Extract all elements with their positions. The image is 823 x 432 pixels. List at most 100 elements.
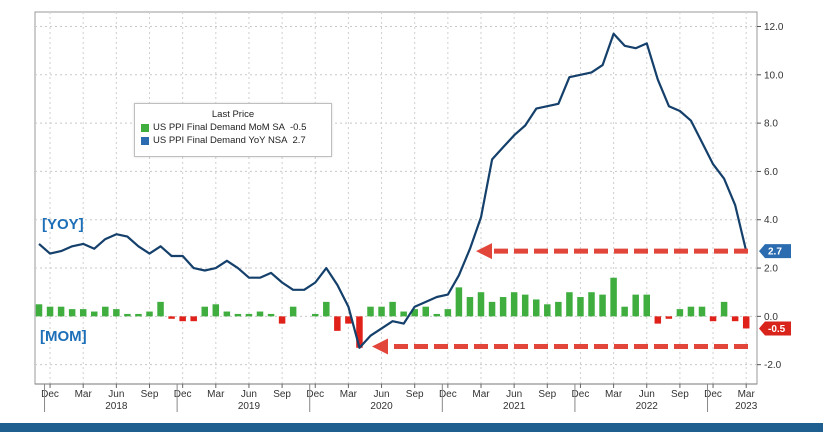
plot-area xyxy=(34,11,758,385)
x-tick-label: Mar xyxy=(738,389,756,400)
yoy-last-badge-bg xyxy=(759,244,791,259)
mom-bar xyxy=(367,306,374,317)
legend-swatch-mom xyxy=(141,123,149,132)
y-tick-label: 2.0 xyxy=(764,264,778,275)
x-tick-label: Mar xyxy=(472,389,490,400)
mom-bar xyxy=(654,316,662,324)
yoy-arrow-head xyxy=(476,243,492,260)
year-label: 2019 xyxy=(238,401,261,412)
legend-swatch-yoy xyxy=(141,136,149,145)
mom-bar xyxy=(621,306,628,317)
mom-bar xyxy=(356,316,363,348)
mom-bar xyxy=(323,301,330,317)
x-tick-label: Dec xyxy=(174,389,192,400)
x-tick-label: Mar xyxy=(75,389,93,400)
mom-bar xyxy=(533,299,540,317)
mom-bar xyxy=(312,313,319,317)
x-tick-label: Dec xyxy=(439,389,457,400)
legend-item-mom: US PPI Final Demand MoM SA -0.5 xyxy=(141,122,331,133)
mom-bar xyxy=(400,311,407,317)
mom-bar xyxy=(577,297,584,317)
mom-bar xyxy=(68,309,76,317)
mom-bar xyxy=(731,316,739,322)
mom-bar xyxy=(544,304,551,317)
mom-last-badge-bg xyxy=(759,321,791,336)
mom-bar xyxy=(57,306,65,317)
x-tick-label: Dec xyxy=(41,389,59,400)
y-tick-label: 4.0 xyxy=(764,215,778,226)
mom-bar xyxy=(422,306,429,317)
bottom-bar xyxy=(0,423,823,432)
yoy-line xyxy=(38,32,748,349)
mom-bar xyxy=(289,306,297,317)
x-tick-label: Sep xyxy=(273,389,291,400)
mom-bar xyxy=(245,313,253,317)
mom-bar xyxy=(665,316,673,319)
x-tick-label: Mar xyxy=(340,389,358,400)
mom-bar xyxy=(555,301,562,317)
mom-bar xyxy=(610,277,617,317)
mom-last-badge-text: -0.5 xyxy=(768,324,786,335)
mom-bar xyxy=(488,301,496,317)
mom-bar xyxy=(278,316,286,324)
mom-bar xyxy=(632,294,639,317)
mom-bar xyxy=(566,292,573,317)
mom-bar xyxy=(411,309,418,317)
year-label: 2020 xyxy=(370,401,393,412)
x-tick-label: Mar xyxy=(207,389,225,400)
mom-bar xyxy=(378,306,385,317)
yoy-line-layer xyxy=(38,32,748,349)
legend-item-yoy: US PPI Final Demand YoY NSA 2.7 xyxy=(141,135,331,146)
mom-bar xyxy=(709,316,717,322)
mom-bar xyxy=(444,309,452,317)
x-tick-label: Sep xyxy=(406,389,424,400)
legend-value-mom: -0.5 xyxy=(290,122,307,133)
mom-bar xyxy=(79,309,87,317)
y-tick-label: 8.0 xyxy=(764,119,778,130)
mom-bar xyxy=(91,311,98,317)
mom-bar xyxy=(212,304,220,317)
year-label: 2023 xyxy=(735,401,758,412)
mom-bar xyxy=(389,301,396,317)
mom-bar xyxy=(168,316,175,319)
mom-bar xyxy=(676,309,684,317)
x-tick-label: Sep xyxy=(141,389,159,400)
mom-bars xyxy=(35,277,750,348)
legend-label-mom: US PPI Final Demand MoM SA xyxy=(153,122,285,133)
mom-bar xyxy=(455,287,463,317)
mom-bar xyxy=(157,301,164,317)
mom-bar xyxy=(135,313,142,317)
mom-bar xyxy=(35,304,43,317)
x-tick-label: Dec xyxy=(306,389,324,400)
y-tick-label: 12.0 xyxy=(764,22,784,33)
axis-layer: 12.0 10.0 8.0 6.0 4.0 2.0 0.0 -2.0 2.7 -0.5 Dec Mar… xyxy=(35,22,791,412)
legend-title: Last Price xyxy=(211,109,255,120)
mom-bar xyxy=(698,306,706,317)
mom-annotation: [MOM] xyxy=(40,328,87,345)
mom-bar xyxy=(234,313,242,317)
mom-bar xyxy=(643,294,650,317)
y-tick-label: 10.0 xyxy=(764,70,784,81)
mom-bar xyxy=(433,313,441,317)
mom-bar xyxy=(720,301,728,317)
mom-bar xyxy=(599,294,606,317)
mom-bar xyxy=(345,316,352,324)
mom-bar xyxy=(499,297,507,317)
mom-bar xyxy=(113,309,120,317)
mom-bar xyxy=(334,316,341,331)
yoy-annotation: [YOY] xyxy=(42,216,84,233)
mom-bar xyxy=(466,297,474,317)
y-tick-label: -2.0 xyxy=(764,360,782,371)
x-tick-label: Jun xyxy=(373,389,389,400)
x-tick-label: Dec xyxy=(572,389,590,400)
x-tick-label: Sep xyxy=(538,389,556,400)
mom-bar xyxy=(742,316,750,329)
x-tick-label: Jun xyxy=(639,389,655,400)
mom-bar xyxy=(179,316,186,322)
mom-bar xyxy=(510,292,518,317)
mom-bar xyxy=(201,306,208,317)
mom-bar xyxy=(267,313,275,317)
mom-bar xyxy=(102,306,109,317)
